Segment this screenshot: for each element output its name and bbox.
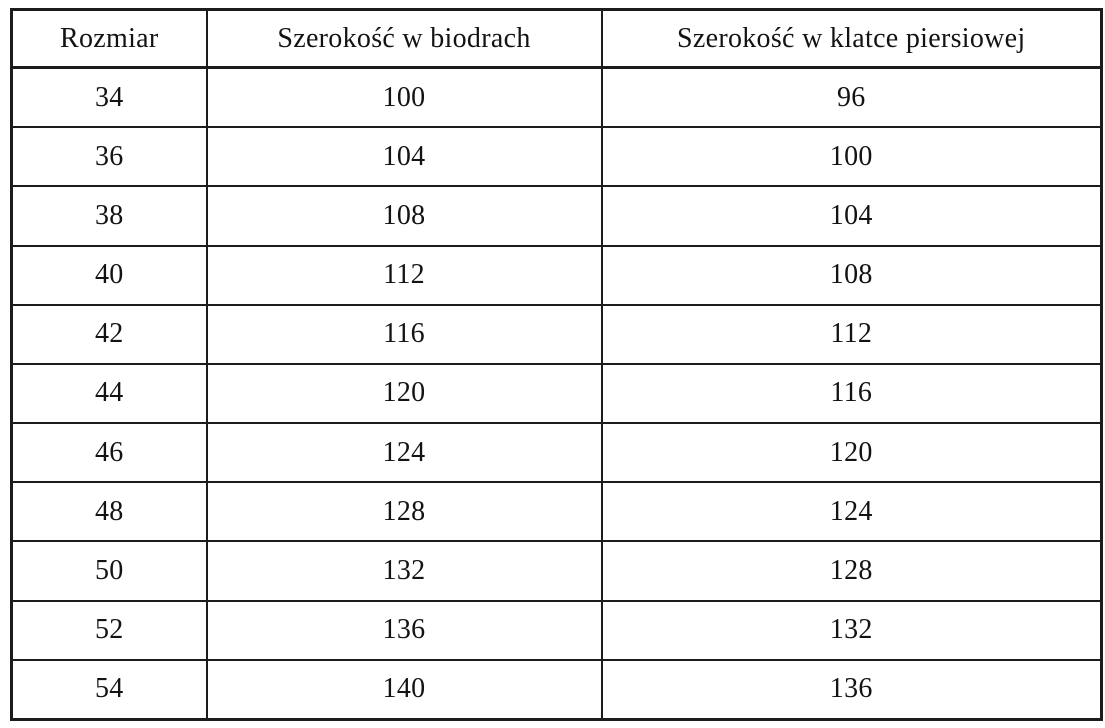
- cell-size: 42: [10, 303, 208, 365]
- table-row: 40 112 108: [10, 244, 1103, 306]
- cell-chest-width: 120: [600, 422, 1103, 484]
- table-row: 50 132 128: [10, 540, 1103, 602]
- cell-chest-width: 112: [600, 303, 1103, 365]
- table-row: 36 104 100: [10, 126, 1103, 188]
- cell-chest-width: 136: [600, 658, 1103, 721]
- cell-chest-width: 96: [600, 66, 1103, 129]
- cell-hip-width: 100: [205, 66, 603, 129]
- cell-hip-width: 136: [205, 599, 603, 661]
- cell-hip-width: 128: [205, 481, 603, 543]
- table-row: 46 124 120: [10, 422, 1103, 484]
- header-row: Rozmiar Szerokość w biodrach Szerokość w…: [10, 8, 1103, 69]
- cell-hip-width: 108: [205, 185, 603, 247]
- cell-hip-width: 124: [205, 422, 603, 484]
- cell-hip-width: 120: [205, 362, 603, 425]
- cell-chest-width: 128: [600, 540, 1103, 602]
- table-row: 38 108 104: [10, 185, 1103, 247]
- cell-hip-width: 104: [205, 126, 603, 188]
- cell-size: 44: [10, 362, 208, 425]
- table-row: 44 120 116: [10, 362, 1103, 425]
- cell-hip-width: 140: [205, 658, 603, 721]
- cell-chest-width: 132: [600, 599, 1103, 661]
- cell-hip-width: 116: [205, 303, 603, 365]
- cell-size: 40: [10, 244, 208, 306]
- size-chart-table: Rozmiar Szerokość w biodrach Szerokość w…: [10, 8, 1103, 721]
- cell-size: 46: [10, 422, 208, 484]
- table-row: 54 140 136: [10, 658, 1103, 721]
- table-row: 52 136 132: [10, 599, 1103, 661]
- column-header-size: Rozmiar: [10, 8, 208, 69]
- cell-chest-width: 104: [600, 185, 1103, 247]
- cell-chest-width: 100: [600, 126, 1103, 188]
- column-header-hip-width: Szerokość w biodrach: [205, 8, 603, 69]
- column-header-chest-width: Szerokość w klatce piersiowej: [600, 8, 1103, 69]
- cell-chest-width: 124: [600, 481, 1103, 543]
- cell-hip-width: 132: [205, 540, 603, 602]
- cell-size: 38: [10, 185, 208, 247]
- cell-size: 34: [10, 66, 208, 129]
- cell-chest-width: 116: [600, 362, 1103, 425]
- cell-size: 36: [10, 126, 208, 188]
- cell-size: 54: [10, 658, 208, 721]
- cell-size: 48: [10, 481, 208, 543]
- table-row: 34 100 96: [10, 66, 1103, 129]
- cell-hip-width: 112: [205, 244, 603, 306]
- cell-size: 52: [10, 599, 208, 661]
- cell-chest-width: 108: [600, 244, 1103, 306]
- table-row: 48 128 124: [10, 481, 1103, 543]
- cell-size: 50: [10, 540, 208, 602]
- table-row: 42 116 112: [10, 303, 1103, 365]
